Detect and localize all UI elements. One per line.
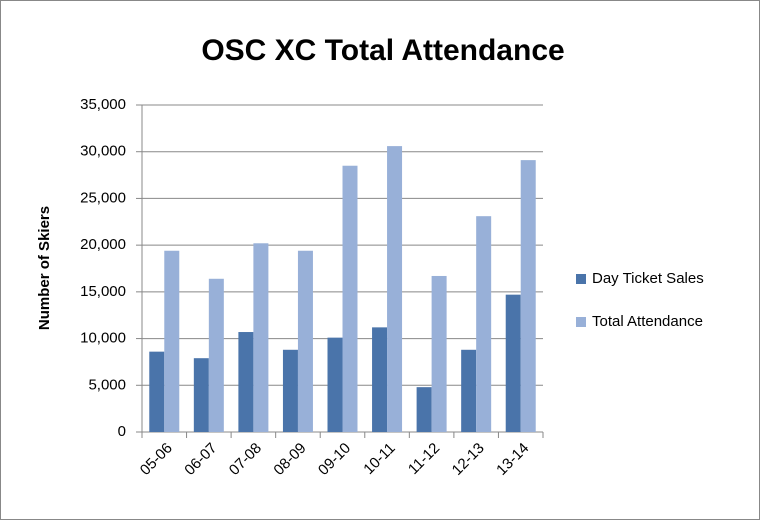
- y-tick-label: 10,000: [80, 330, 126, 347]
- bar: [461, 349, 477, 432]
- bar: [505, 294, 521, 432]
- y-tick-label: 25,000: [80, 189, 126, 206]
- y-tick-label: 15,000: [80, 283, 126, 300]
- legend-label: Total Attendance: [592, 313, 703, 330]
- bar: [238, 332, 254, 432]
- bar: [208, 278, 224, 432]
- bar: [149, 351, 165, 432]
- chart-title: OSC XC Total Attendance: [201, 34, 564, 67]
- y-tick-label: 35,000: [80, 96, 126, 113]
- bar: [282, 349, 298, 432]
- y-tick-label: 20,000: [80, 236, 126, 253]
- legend-swatch: [576, 274, 586, 284]
- bar: [372, 327, 388, 432]
- bar: [253, 243, 269, 432]
- bar: [164, 250, 180, 432]
- bar: [520, 160, 536, 432]
- legend-label: Day Ticket Sales: [592, 270, 704, 287]
- bar: [431, 275, 447, 432]
- y-tick-label: 0: [118, 423, 126, 440]
- bar: [387, 146, 403, 432]
- legend-swatch: [576, 317, 586, 327]
- y-axis-label: Number of Skiers: [36, 206, 53, 330]
- bar: [327, 337, 343, 432]
- bar: [476, 216, 492, 432]
- bar: [416, 387, 432, 432]
- y-tick-label: 30,000: [80, 143, 126, 160]
- bar: [193, 358, 209, 432]
- y-tick-label: 5,000: [88, 376, 126, 393]
- bar: [342, 165, 358, 432]
- bar: [297, 250, 313, 432]
